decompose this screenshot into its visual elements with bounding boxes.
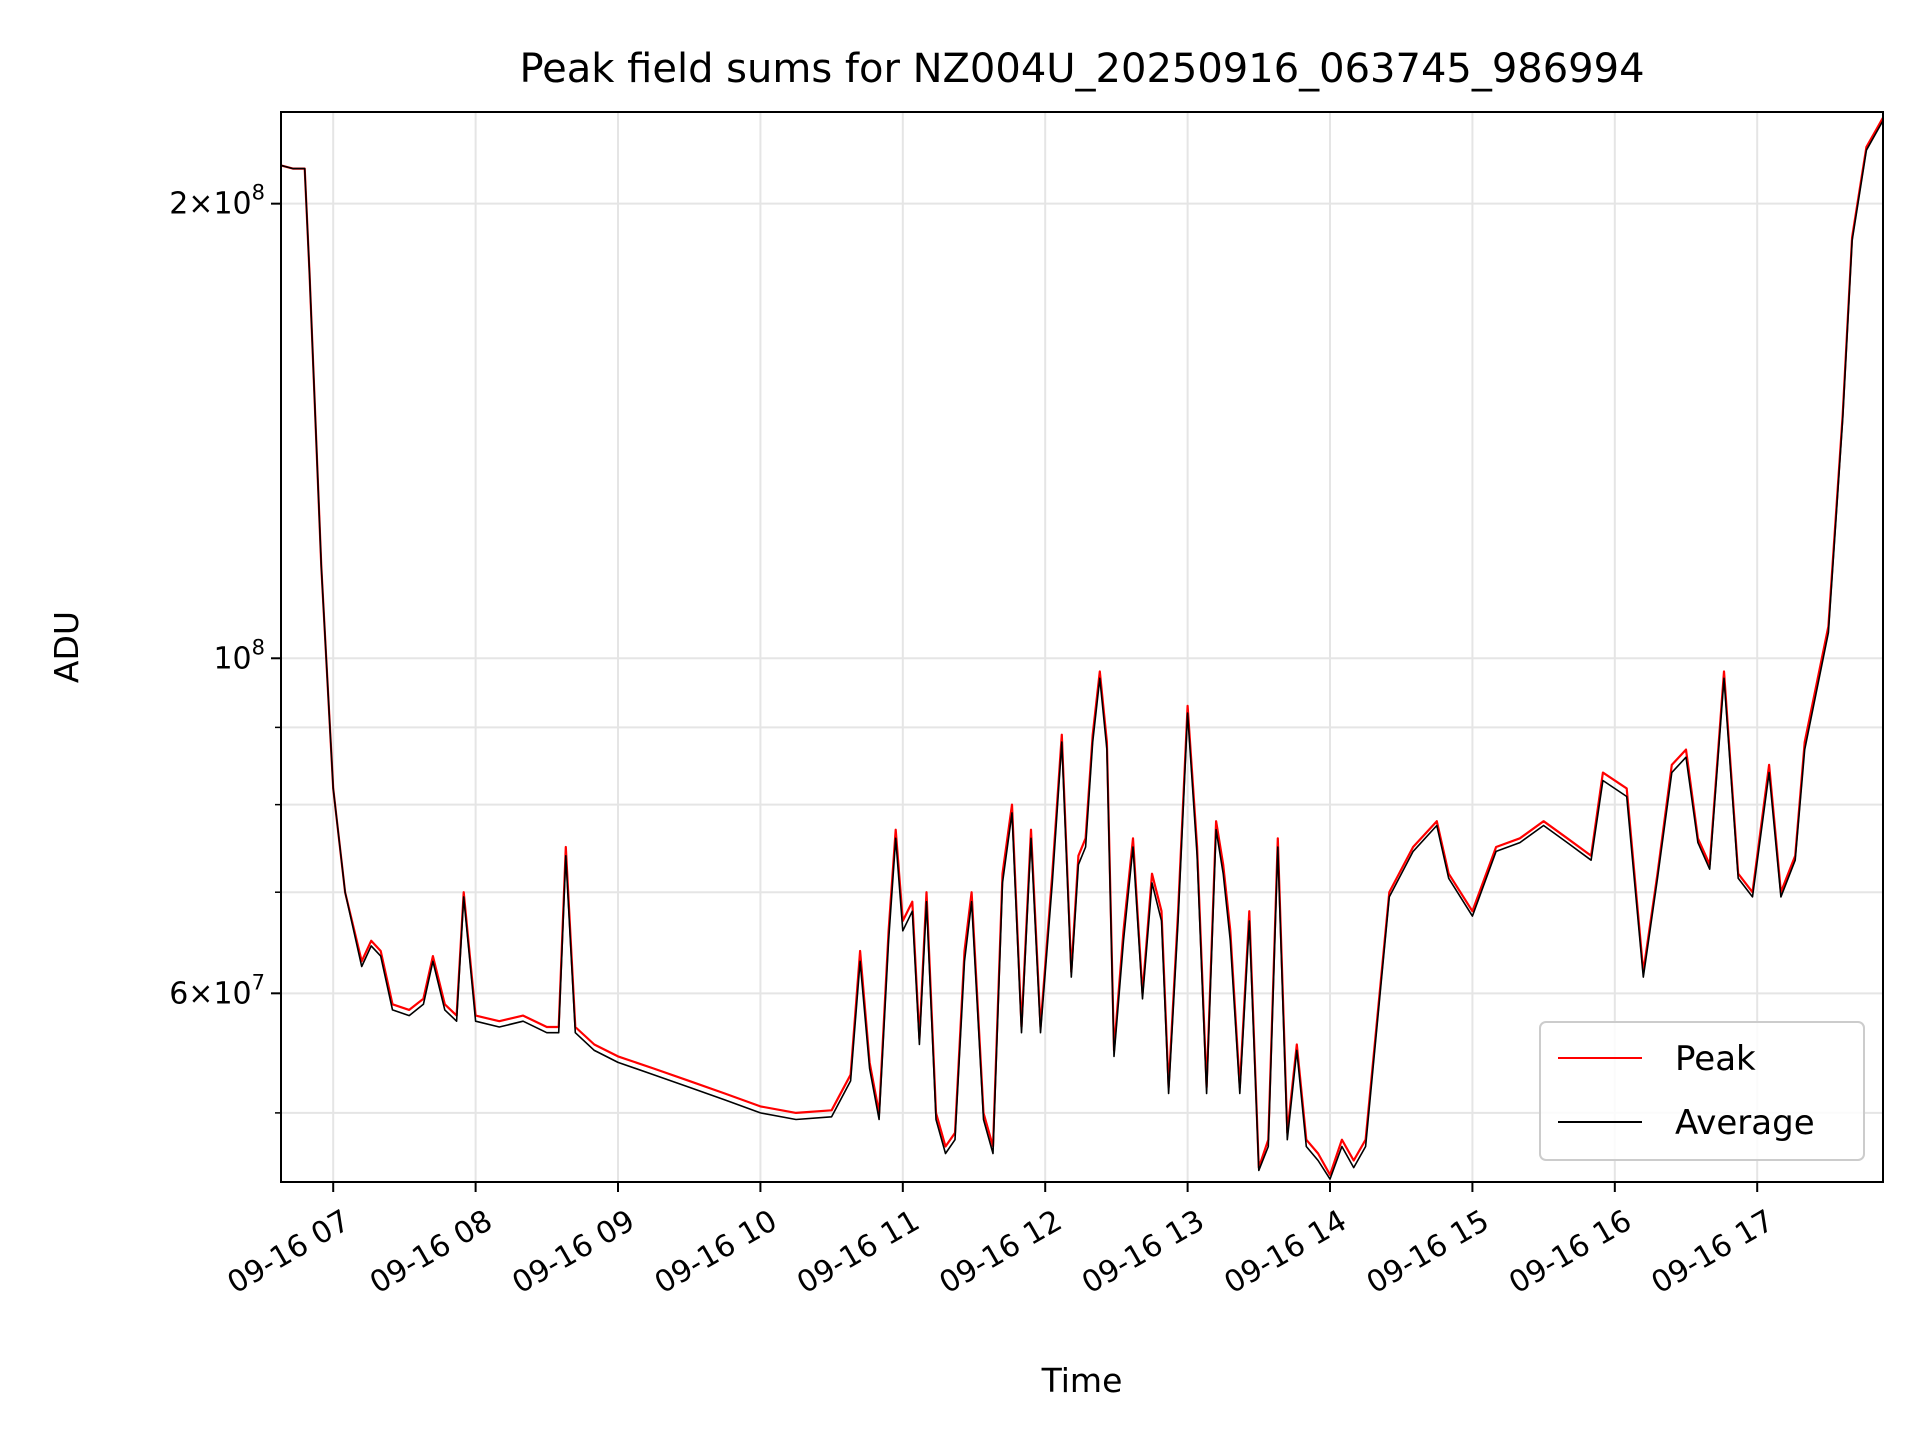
plot-frame xyxy=(280,111,1884,1183)
legend-label-average: Average xyxy=(1675,1103,1815,1143)
y-tick-label: 6×107 xyxy=(169,970,265,1011)
series-line-average xyxy=(280,120,1884,1180)
legend-box xyxy=(1539,1021,1865,1161)
series-layer xyxy=(280,117,1884,1180)
legend-label-peak: Peak xyxy=(1675,1039,1756,1079)
chart-title: Peak field sums for NZ004U_20250916_0637… xyxy=(519,46,1644,92)
legend: Peak Average xyxy=(1539,1021,1865,1161)
y-axis-title: ADU xyxy=(47,611,86,683)
grid-layer xyxy=(281,112,1883,1182)
y-tick-label: 108 xyxy=(213,635,265,676)
x-axis-title: Time xyxy=(1041,1361,1123,1400)
y-tick-label: 2×108 xyxy=(169,181,265,222)
